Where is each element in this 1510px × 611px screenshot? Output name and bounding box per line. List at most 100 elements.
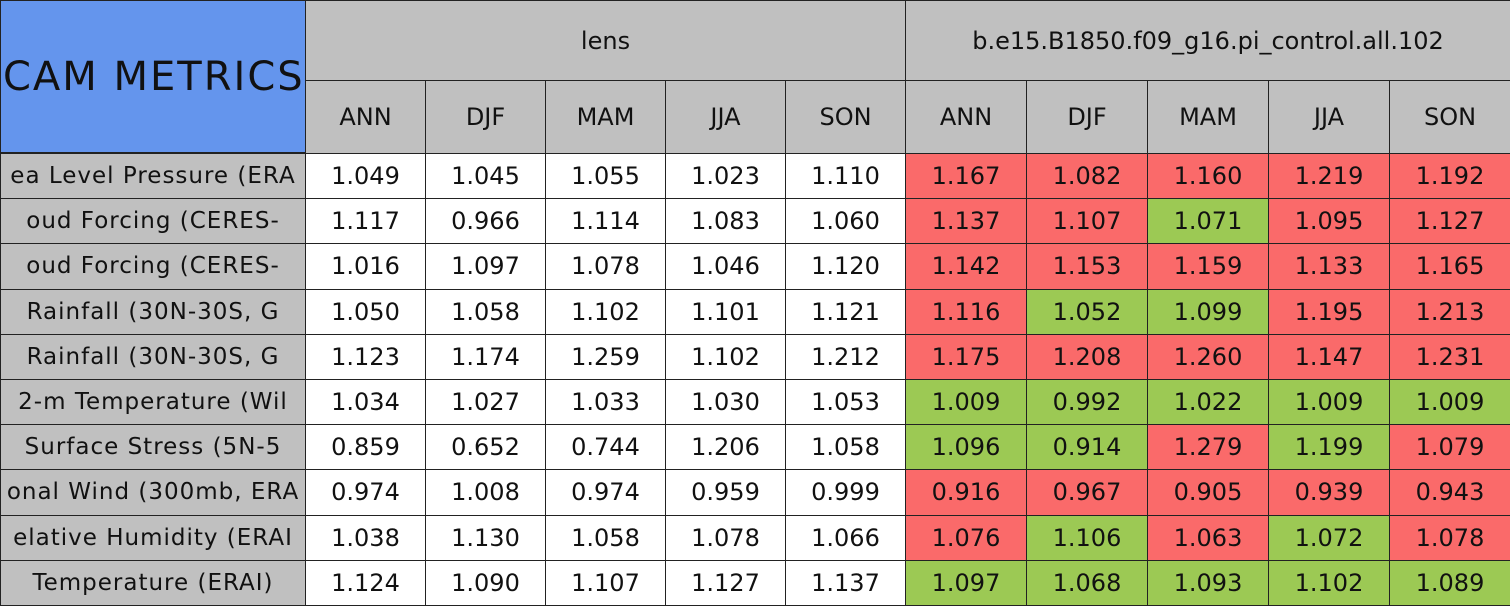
value-cell: 1.072 — [1268, 514, 1390, 561]
value-cell: 1.009 — [1268, 379, 1390, 426]
value-cell: 1.102 — [545, 288, 666, 335]
table-title: CAM METRICS — [0, 0, 306, 153]
value-cell: 1.153 — [1026, 243, 1148, 290]
value-cell: 1.009 — [1389, 379, 1510, 426]
value-cell: 1.083 — [665, 198, 786, 245]
value-cell: 1.090 — [425, 559, 546, 606]
value-cell: 1.165 — [1389, 243, 1510, 290]
value-cell: 1.123 — [305, 333, 426, 380]
value-cell: 1.055 — [545, 153, 666, 200]
value-cell: 1.107 — [545, 559, 666, 606]
value-cell: 1.102 — [1268, 559, 1390, 606]
column-header: DJF — [1026, 80, 1148, 154]
value-cell: 1.060 — [785, 198, 906, 245]
value-cell: 1.045 — [425, 153, 546, 200]
value-cell: 1.259 — [545, 333, 666, 380]
value-cell: 1.117 — [305, 198, 426, 245]
value-cell: 1.071 — [1147, 198, 1269, 245]
column-header: ANN — [905, 80, 1027, 154]
value-cell: 1.101 — [665, 288, 786, 335]
column-header: SON — [1389, 80, 1510, 154]
value-cell: 0.744 — [545, 424, 666, 471]
row-label: Rainfall (30N-30S, G — [0, 288, 306, 335]
value-cell: 1.033 — [545, 379, 666, 426]
value-cell: 1.008 — [425, 469, 546, 516]
column-header: SON — [785, 80, 906, 154]
value-cell: 0.959 — [665, 469, 786, 516]
value-cell: 1.213 — [1389, 288, 1510, 335]
value-cell: 1.114 — [545, 198, 666, 245]
value-cell: 1.160 — [1147, 153, 1269, 200]
value-cell: 0.939 — [1268, 469, 1390, 516]
value-cell: 1.212 — [785, 333, 906, 380]
value-cell: 1.009 — [905, 379, 1027, 426]
value-cell: 1.127 — [1389, 198, 1510, 245]
value-cell: 1.096 — [905, 424, 1027, 471]
group-header: lens — [305, 0, 906, 81]
value-cell: 0.914 — [1026, 424, 1148, 471]
value-cell: 1.046 — [665, 243, 786, 290]
row-label: Rainfall (30N-30S, G — [0, 333, 306, 380]
row-label: Surface Stress (5N-5 — [0, 424, 306, 471]
value-cell: 1.133 — [1268, 243, 1390, 290]
value-cell: 1.078 — [1389, 514, 1510, 561]
value-cell: 1.022 — [1147, 379, 1269, 426]
column-header: ANN — [305, 80, 426, 154]
value-cell: 0.999 — [785, 469, 906, 516]
value-cell: 1.121 — [785, 288, 906, 335]
value-cell: 1.038 — [305, 514, 426, 561]
value-cell: 1.199 — [1268, 424, 1390, 471]
value-cell: 1.095 — [1268, 198, 1390, 245]
column-header: MAM — [545, 80, 666, 154]
value-cell: 1.110 — [785, 153, 906, 200]
value-cell: 1.034 — [305, 379, 426, 426]
value-cell: 1.167 — [905, 153, 1027, 200]
value-cell: 1.195 — [1268, 288, 1390, 335]
value-cell: 1.116 — [905, 288, 1027, 335]
value-cell: 1.079 — [1389, 424, 1510, 471]
row-label: Temperature (ERAI) — [0, 559, 306, 606]
value-cell: 1.078 — [545, 243, 666, 290]
value-cell: 1.174 — [425, 333, 546, 380]
value-cell: 1.120 — [785, 243, 906, 290]
value-cell: 1.192 — [1389, 153, 1510, 200]
value-cell: 1.107 — [1026, 198, 1148, 245]
value-cell: 1.147 — [1268, 333, 1390, 380]
value-cell: 1.208 — [1026, 333, 1148, 380]
value-cell: 1.016 — [305, 243, 426, 290]
value-cell: 0.967 — [1026, 469, 1148, 516]
value-cell: 1.082 — [1026, 153, 1148, 200]
value-cell: 1.279 — [1147, 424, 1269, 471]
value-cell: 1.219 — [1268, 153, 1390, 200]
row-label: oud Forcing (CERES- — [0, 243, 306, 290]
value-cell: 1.078 — [665, 514, 786, 561]
value-cell: 0.992 — [1026, 379, 1148, 426]
value-cell: 1.050 — [305, 288, 426, 335]
value-cell: 1.137 — [905, 198, 1027, 245]
value-cell: 1.137 — [785, 559, 906, 606]
value-cell: 0.966 — [425, 198, 546, 245]
value-cell: 1.102 — [665, 333, 786, 380]
value-cell: 1.049 — [305, 153, 426, 200]
value-cell: 1.093 — [1147, 559, 1269, 606]
value-cell: 1.097 — [425, 243, 546, 290]
value-cell: 1.066 — [785, 514, 906, 561]
row-label: ea Level Pressure (ERA — [0, 153, 306, 200]
row-label: elative Humidity (ERAI — [0, 514, 306, 561]
value-cell: 1.058 — [545, 514, 666, 561]
group-header: b.e15.B1850.f09_g16.pi_control.all.102 — [905, 0, 1510, 81]
value-cell: 1.058 — [785, 424, 906, 471]
row-label: 2-m Temperature (Wil — [0, 379, 306, 426]
value-cell: 1.030 — [665, 379, 786, 426]
value-cell: 1.127 — [665, 559, 786, 606]
value-cell: 1.023 — [665, 153, 786, 200]
value-cell: 1.027 — [425, 379, 546, 426]
value-cell: 1.063 — [1147, 514, 1269, 561]
value-cell: 1.099 — [1147, 288, 1269, 335]
value-cell: 1.142 — [905, 243, 1027, 290]
value-cell: 1.052 — [1026, 288, 1148, 335]
row-label: onal Wind (300mb, ERA — [0, 469, 306, 516]
value-cell: 0.916 — [905, 469, 1027, 516]
value-cell: 1.159 — [1147, 243, 1269, 290]
